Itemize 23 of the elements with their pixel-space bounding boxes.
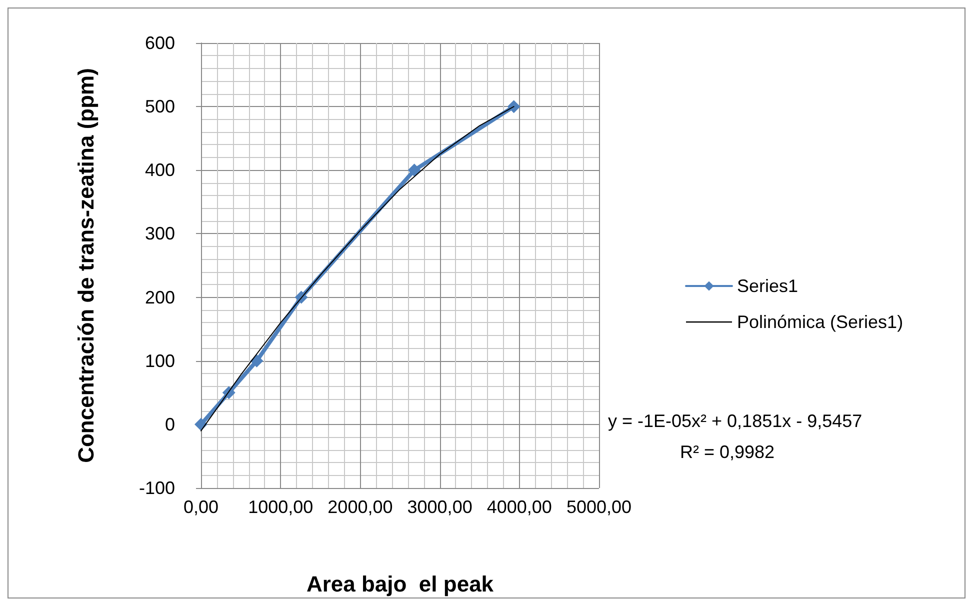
y-tick-label: 300 bbox=[144, 224, 175, 244]
y-tick-label: 100 bbox=[144, 350, 175, 371]
y-tick-label: 0 bbox=[164, 414, 175, 434]
legend-label: Series1 bbox=[737, 276, 798, 296]
x-tick-label: 0,00 bbox=[183, 497, 219, 517]
text: R² = 0,9982 bbox=[680, 442, 775, 462]
x-tick-label: 4000,00 bbox=[486, 497, 552, 517]
y-tick-label: -100 bbox=[138, 478, 175, 498]
point bbox=[507, 100, 520, 114]
y-tick-label: 500 bbox=[144, 96, 175, 117]
legend-label: Polinómica (Series1) bbox=[737, 312, 904, 332]
point bbox=[408, 164, 421, 177]
y-tick-label: 600 bbox=[144, 33, 175, 53]
x-tick-label: 3000,00 bbox=[407, 497, 472, 517]
point bbox=[250, 354, 264, 368]
x-tick-label: 1000,00 bbox=[248, 497, 314, 517]
x-tick-label: 5000,00 bbox=[566, 497, 632, 517]
y-tick-label: 200 bbox=[144, 287, 175, 308]
y-axis-title: Concentración de trans-zeatina (ppm) bbox=[74, 68, 98, 463]
x-tick-label: 2000,00 bbox=[328, 497, 393, 517]
x-axis-title: Area bajo el peak bbox=[306, 572, 494, 596]
text: y = -1E-05x² + 0,1851x - 9,5457 bbox=[608, 411, 862, 431]
y-tick-label: 400 bbox=[144, 160, 175, 180]
